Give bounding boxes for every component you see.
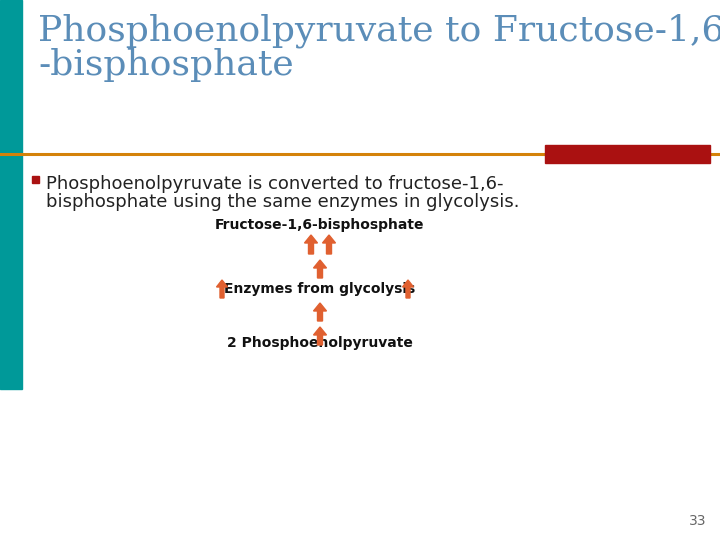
Bar xyxy=(0,0,22,389)
Polygon shape xyxy=(313,303,326,321)
Text: bisphosphate using the same enzymes in glycolysis.: bisphosphate using the same enzymes in g… xyxy=(46,193,520,211)
Text: Fructose-1,6-bisphosphate: Fructose-1,6-bisphosphate xyxy=(215,218,425,232)
Polygon shape xyxy=(305,235,318,254)
Text: 2 Phosphoenolpyruvate: 2 Phosphoenolpyruvate xyxy=(227,336,413,350)
Polygon shape xyxy=(402,280,413,298)
Polygon shape xyxy=(313,327,326,345)
Text: Phosphoenolpyruvate to Fructose-1,6: Phosphoenolpyruvate to Fructose-1,6 xyxy=(38,13,720,48)
Bar xyxy=(32,176,39,183)
Text: 33: 33 xyxy=(688,514,706,528)
Polygon shape xyxy=(217,280,228,298)
Text: Enzymes from glycolysis: Enzymes from glycolysis xyxy=(225,282,415,296)
Polygon shape xyxy=(323,235,336,254)
Polygon shape xyxy=(313,260,326,278)
Text: -bisphosphate: -bisphosphate xyxy=(38,48,294,82)
Text: Phosphoenolpyruvate is converted to fructose-1,6-: Phosphoenolpyruvate is converted to fruc… xyxy=(46,175,503,193)
Bar xyxy=(545,145,710,163)
